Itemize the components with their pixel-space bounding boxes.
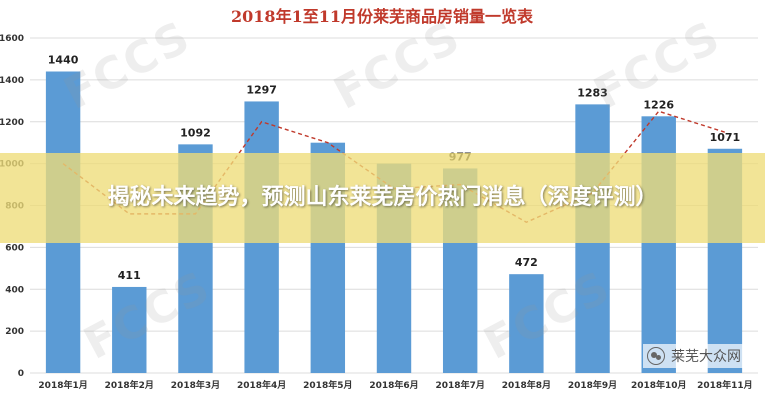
x-tick-label: 2018年1月 <box>38 379 87 391</box>
y-tick-label: 1600 <box>0 34 24 44</box>
bar-value-label: 1226 <box>643 98 674 111</box>
bar-value-label: 1440 <box>48 54 79 67</box>
y-tick-label: 400 <box>5 285 24 295</box>
bar-value-label: 1297 <box>246 83 277 96</box>
brand-name: 莱芜大众网 <box>671 349 741 365</box>
x-tick-label: 2018年5月 <box>303 379 352 391</box>
bar <box>509 274 544 373</box>
x-tick-label: 2018年6月 <box>369 379 418 391</box>
headline-text: 揭秘未来趋势，预测山东莱芜房价热门消息（深度评测） <box>107 185 658 210</box>
x-tick-label: 2018年3月 <box>171 379 220 391</box>
bar-value-label: 1283 <box>577 86 608 99</box>
chart-title: 2018年1至11月份莱芜商品房销量一览表 <box>231 7 534 26</box>
brand-badge: 莱芜大众网 <box>643 344 745 368</box>
x-tick-label: 2018年8月 <box>502 379 551 391</box>
wechat-icon <box>647 347 665 365</box>
y-tick-label: 200 <box>5 327 24 337</box>
x-tick-label: 2018年7月 <box>436 379 485 391</box>
x-tick-label: 2018年2月 <box>105 379 154 391</box>
y-tick-label: 1200 <box>0 118 24 128</box>
data-labels: 144041110921297977472128312261071 <box>48 54 740 282</box>
y-tick-label: 0 <box>18 369 24 379</box>
x-tick-label: 2018年11月 <box>697 379 753 391</box>
x-tick-label: 2018年4月 <box>237 379 286 391</box>
bar-value-label: 411 <box>118 269 141 282</box>
y-tick-label: 600 <box>5 243 24 253</box>
bar <box>112 286 147 373</box>
y-tick-label: 1400 <box>0 76 24 86</box>
x-axis-ticks: 2018年1月 2018年2月 2018年3月 2018年4月 2018年5月 2018年… <box>38 379 752 391</box>
headline-banner: 揭秘未来趋势，预测山东莱芜房价热门消息（深度评测） <box>0 153 765 243</box>
x-tick-label: 2018年10月 <box>631 379 687 391</box>
bar-value-label: 472 <box>515 256 538 269</box>
bar-value-label: 1071 <box>710 131 741 144</box>
bar-value-label: 1092 <box>180 126 211 139</box>
x-tick-label: 2018年9月 <box>568 379 617 391</box>
